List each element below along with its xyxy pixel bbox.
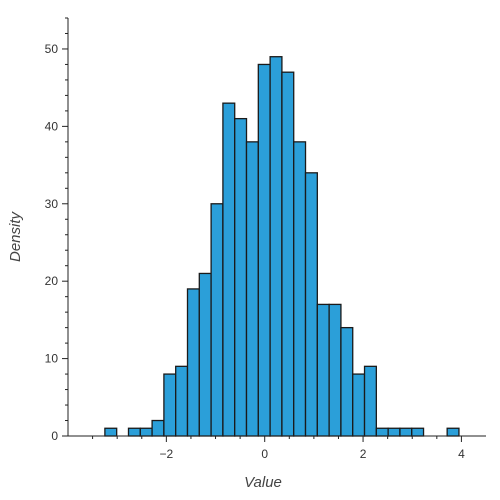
y-tick-label: 50 [45, 42, 59, 56]
histogram-bar [352, 373, 366, 437]
histogram-bar [411, 427, 425, 437]
histogram-bar [139, 427, 153, 437]
histogram-bar [387, 427, 401, 437]
x-tick-label: −2 [160, 447, 174, 461]
histogram-bar [281, 71, 295, 437]
y-tick-label: 40 [45, 119, 59, 133]
histogram-bar [151, 419, 165, 437]
histogram-bar [210, 203, 224, 437]
y-tick-label: 20 [45, 274, 59, 288]
x-tick-label: 4 [458, 447, 465, 461]
y-axis-label: Density [7, 210, 24, 262]
histogram-bar [316, 303, 330, 437]
histogram-bar [399, 427, 413, 437]
y-tick-label: 10 [45, 352, 59, 366]
histogram-bar [186, 288, 200, 437]
bars-group [104, 56, 460, 437]
histogram-bar [127, 427, 141, 437]
histogram-bar [340, 326, 354, 437]
histogram-bar [375, 427, 389, 437]
x-tick-label: 0 [261, 447, 268, 461]
axes-group: 0 10 20 30 40 50 −2 0 2 4 [45, 17, 486, 461]
histogram-bar [222, 102, 236, 437]
histogram-bar [234, 117, 248, 437]
x-axis-label: Value [244, 474, 282, 491]
histogram-bar [304, 172, 318, 437]
histogram-bar [328, 303, 342, 437]
histogram-bar [446, 427, 460, 437]
y-tick-label: 30 [45, 197, 59, 211]
x-tick-label: 2 [360, 447, 367, 461]
histogram-bar [363, 365, 377, 437]
histogram-bar [175, 365, 189, 437]
histogram-bar [269, 56, 283, 437]
histogram-bar [293, 141, 307, 437]
histogram-bar [257, 63, 271, 437]
histogram-bar [245, 141, 259, 437]
y-tick-label: 0 [51, 429, 58, 443]
histogram-bar [104, 427, 118, 437]
histogram-bar [163, 373, 177, 437]
histogram-bar [198, 272, 212, 437]
